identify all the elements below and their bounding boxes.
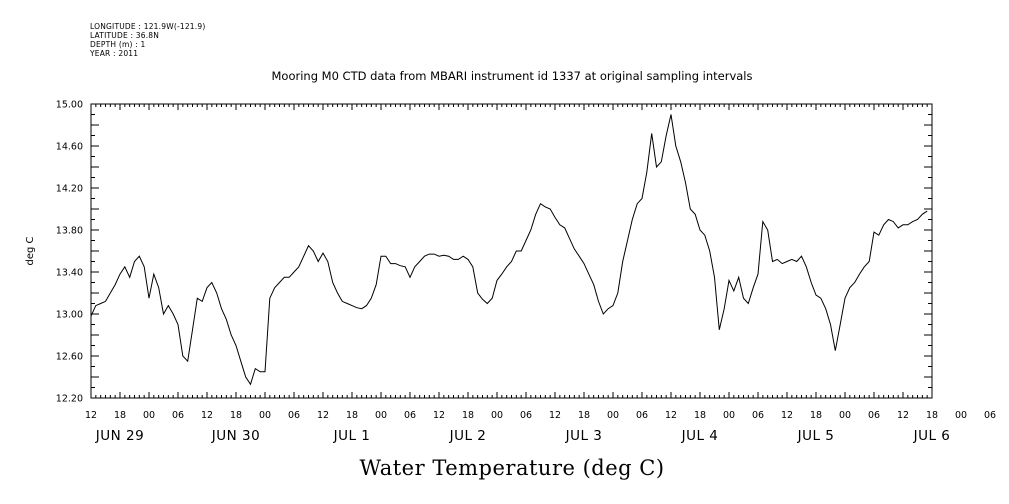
x-day-label: JUL 2 [449,428,487,444]
x-hour-tick-label: 18 [578,410,590,421]
y-tick-label: 13.40 [56,268,83,279]
x-axis: 12 18 00 06 12 18 00 06 12 18 00 06 12 18 00 06 12 18 00 06… [85,104,996,444]
metadata-block: LONGITUDE : 121.9W(-121.9) LATITUDE : 36… [90,22,205,58]
x-hour-tick-label: 12 [665,410,677,421]
y-tick-label: 15.00 [56,100,83,111]
y-tick-label: 14.20 [56,184,83,195]
x-hour-tick-label: 00 [375,410,387,421]
x-hour-tick-label: 06 [288,410,300,421]
x-hour-tick-label: 18 [926,410,938,421]
x-hour-tick-label: 06 [752,410,764,421]
x-day-label: JUL 5 [797,428,835,444]
x-hour-tick-label: 12 [549,410,561,421]
temperature-series-line [90,114,928,386]
x-day-label: JUL 3 [565,428,603,444]
x-hour-tick-label: 18 [810,410,822,421]
x-hour-tick-label: 12 [85,410,97,421]
x-day-label: JUL 6 [913,428,951,444]
y-tick-label: 12.20 [56,394,83,405]
x-hour-tick-label: 06 [636,410,648,421]
x-hour-tick-label: 00 [607,410,619,421]
x-day-label: JUL 4 [681,428,719,444]
x-hour-tick-label: 06 [404,410,416,421]
x-hour-tick-label: 12 [781,410,793,421]
x-hour-tick-label: 18 [694,410,706,421]
x-hour-tick-label: 06 [172,410,184,421]
x-hour-tick-label: 06 [868,410,880,421]
longitude-label: LONGITUDE : 121.9W(-121.9) [90,22,206,31]
x-hour-tick-label: 06 [984,410,996,421]
depth-label: DEPTH (m) : 1 [90,40,146,49]
x-hour-tick-label: 00 [259,410,271,421]
x-hour-tick-label: 12 [433,410,445,421]
x-hour-tick-label: 12 [897,410,909,421]
x-hour-tick-label: 00 [839,410,851,421]
x-hour-tick-label: 00 [143,410,155,421]
chart-title: Mooring M0 CTD data from MBARI instrumen… [272,69,753,83]
x-hour-tick-label: 18 [462,410,474,421]
y-tick-label: 13.00 [56,310,83,321]
y-tick-label: 12.60 [56,352,83,363]
plot-frame [90,103,933,399]
x-day-label: JUN 29 [95,428,144,444]
x-hour-tick-label: 12 [201,410,213,421]
x-hour-tick-label: 00 [491,410,503,421]
y-axis-label: deg C [25,236,36,265]
y-tick-label: 13.80 [56,226,83,237]
x-hour-tick-label: 00 [723,410,735,421]
x-hour-tick-label: 18 [346,410,358,421]
x-hour-tick-label: 06 [520,410,532,421]
latitude-label: LATITUDE : 36.8N [90,31,160,40]
x-hour-tick-label: 18 [230,410,242,421]
y-axis: 12.20 12.60 13.00 13.40 13.80 14.20 14.60 15.00 [56,100,932,405]
y-tick-label: 14.60 [56,142,83,153]
x-day-label: JUN 30 [211,428,260,444]
x-axis-label: Water Temperature (deg C) [359,456,664,480]
x-hour-tick-label: 12 [317,410,329,421]
year-label: YEAR : 2011 [90,49,139,58]
x-hour-tick-label: 00 [955,410,967,421]
x-day-label: JUL 1 [333,428,371,444]
x-hour-tick-label: 18 [114,410,126,421]
